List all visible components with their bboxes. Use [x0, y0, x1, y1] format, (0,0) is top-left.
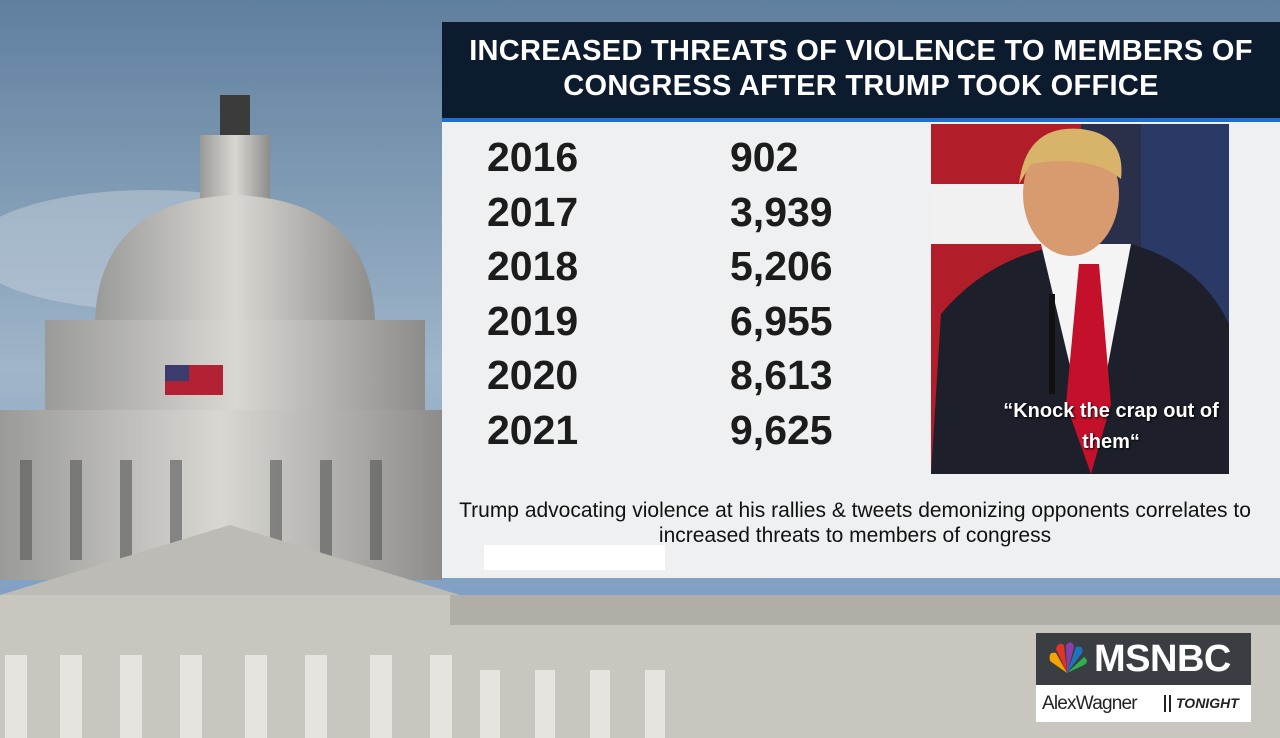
threat-count: 3,939: [730, 188, 833, 235]
year: 2021: [487, 407, 579, 453]
divider: [1164, 695, 1171, 712]
title-bar: INCREASED THREATS OF VIOLENCE TO MEMBERS…: [442, 22, 1280, 122]
photo-image: [931, 124, 1229, 474]
year: 2020: [487, 352, 579, 399]
caption: Trump advocating violence at his rallies…: [459, 499, 1251, 547]
year: 2018: [487, 243, 579, 290]
threat-count: 902: [730, 134, 799, 180]
title: INCREASED THREATS OF VIOLENCE TO MEMBERS…: [469, 35, 1253, 102]
blank-box: [484, 545, 665, 570]
year: 2017: [487, 188, 579, 235]
network-logo: MSNBC AlexWagner TONIGHT: [1036, 633, 1251, 722]
threat-count: 8,613: [730, 352, 833, 399]
threat-count: 6,955: [730, 297, 833, 344]
year: 2019: [487, 297, 579, 344]
quote: “Knock the crap out of them“: [1003, 400, 1219, 453]
host-name: AlexWagner: [1042, 693, 1138, 714]
logo-bottom: AlexWagner TONIGHT: [1036, 685, 1251, 722]
speaker-photo: “Knock the crap out of them“: [931, 124, 1229, 474]
threat-count: 5,206: [730, 243, 833, 290]
threat-count: 9,625: [730, 407, 833, 453]
peacock: [1049, 642, 1087, 673]
year: 2016: [487, 134, 579, 180]
show-name: TONIGHT: [1176, 695, 1239, 711]
logo-top: MSNBC: [1036, 633, 1251, 685]
network-name: MSNBC: [1094, 638, 1231, 680]
info-panel: INCREASED THREATS OF VIOLENCE TO MEMBERS…: [442, 22, 1280, 578]
